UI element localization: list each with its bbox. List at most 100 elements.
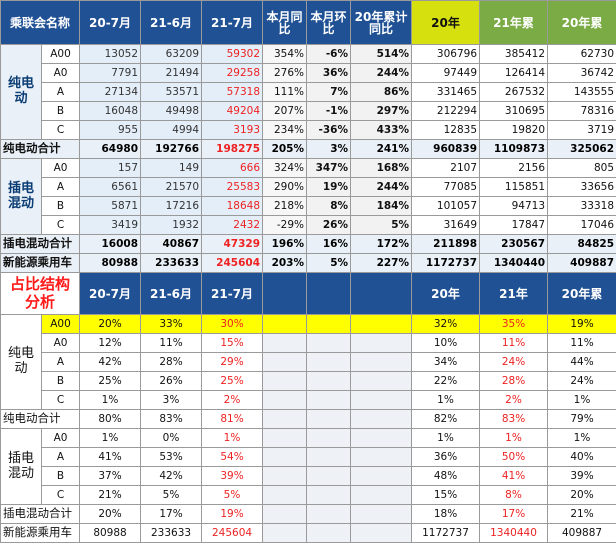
cell: 666 <box>201 158 264 178</box>
bottom-header-row: 占比结构分析 20-7月 21-6月 21-7月 20年 21年 20年累 <box>0 272 616 315</box>
cell: 8% <box>479 485 549 505</box>
cell: 28% <box>140 352 203 372</box>
row-label: 新能源乘用车 <box>0 523 81 543</box>
cell: 16048 <box>79 101 142 121</box>
segment-label: A00 <box>40 314 81 334</box>
header-2020-ytd: 20年累 <box>547 272 616 315</box>
cell: 245604 <box>201 253 264 273</box>
cell: 196% <box>262 234 308 254</box>
cell: 42% <box>79 352 142 372</box>
empty-cell <box>262 523 308 543</box>
cell: 78316 <box>547 101 616 121</box>
empty-cell <box>350 504 413 524</box>
cell: 325062 <box>547 139 616 159</box>
cell: 245604 <box>201 523 264 543</box>
table-row: C 21% 5% 5% 15% 8% 20% <box>1 485 616 505</box>
header-name: 乘联会名称 <box>0 0 81 45</box>
cell: 205% <box>262 139 308 159</box>
table-row: 纯电动 A00 20% 33% 30% 32% 35% 19% <box>0 314 616 410</box>
segment-label: C <box>40 390 81 410</box>
header-blank <box>350 272 413 315</box>
cell: 385412 <box>479 44 549 64</box>
cell: 19% <box>201 504 264 524</box>
segment-label: B <box>40 466 81 486</box>
group-label-pure-ev: 纯电动 <box>0 44 42 140</box>
cell: 3719 <box>547 120 616 140</box>
group-label-phev: 插电混动 <box>0 428 42 505</box>
cell: 324% <box>262 158 308 178</box>
header-mom: 本月环比 <box>306 0 352 45</box>
cell: 32% <box>411 314 481 334</box>
cell: 31649 <box>411 215 481 235</box>
nev-total-row: 新能源乘用车 80988 233633 245604 203% 5% 227% … <box>0 253 616 273</box>
cell: 97449 <box>411 63 481 83</box>
phev-total-row: 插电混动合计 16008 40867 47329 196% 16% 172% 2… <box>0 234 616 254</box>
row-label: 纯电动合计 <box>0 139 81 159</box>
table-row: 纯电动 A00 13052 63209 59302 354% -6% 514% … <box>0 44 616 140</box>
segment-label: A <box>40 82 81 102</box>
cell: 11% <box>479 333 549 353</box>
cell: 207% <box>262 101 308 121</box>
cell: 203% <box>262 253 308 273</box>
table-row: 插电混动 A0 1% 0% 1% 1% 1% 1% <box>0 428 616 505</box>
cell: 21% <box>547 504 616 524</box>
cell: 50% <box>479 447 549 467</box>
table-row: C 1% 3% 2% 1% 2% 1% <box>1 390 616 410</box>
cell: 5% <box>140 485 203 505</box>
cell: 33% <box>140 314 203 334</box>
cell: 5% <box>306 253 352 273</box>
segment-label: A0 <box>40 333 81 353</box>
cell: 290% <box>262 177 308 197</box>
cell: 227% <box>350 253 413 273</box>
share-pure-ev-total-row: 纯电动合计 80% 83% 81% 82% 83% 79% <box>0 409 616 429</box>
cell: 25% <box>79 371 142 391</box>
cell: 49498 <box>140 101 203 121</box>
segment-label: A0 <box>40 428 81 448</box>
cell: 53571 <box>140 82 203 102</box>
cell: 149 <box>140 158 203 178</box>
cell: 1% <box>411 428 481 448</box>
cell: 1932 <box>140 215 203 235</box>
segment-label: C <box>40 485 81 505</box>
cell: 21% <box>79 485 142 505</box>
empty-cell <box>262 352 308 372</box>
cell: 3419 <box>79 215 142 235</box>
header-ytd-yoy: 20年累计同比 <box>350 0 413 45</box>
cell: 33656 <box>547 177 616 197</box>
cell: 111% <box>262 82 308 102</box>
cell: 82% <box>411 409 481 429</box>
table-row: B 37% 42% 39% 48% 41% 39% <box>1 466 616 486</box>
empty-cell <box>262 390 308 410</box>
cell: 26% <box>140 371 203 391</box>
cell: 184% <box>350 196 413 216</box>
header-2020-ytd: 20年累 <box>547 0 616 45</box>
segment-label: C <box>40 215 81 235</box>
cell: 2432 <box>201 215 264 235</box>
cell: 86% <box>350 82 413 102</box>
cell: 1109873 <box>479 139 549 159</box>
cell: 3193 <box>201 120 264 140</box>
cell: 212294 <box>411 101 481 121</box>
cell: 29% <box>201 352 264 372</box>
cell: 24% <box>479 352 549 372</box>
segment-label: B <box>40 371 81 391</box>
cell: 25% <box>201 371 264 391</box>
cell: 21494 <box>140 63 203 83</box>
empty-cell <box>350 333 413 353</box>
cell: 24% <box>547 371 616 391</box>
table-row: A 41% 53% 54% 36% 50% 40% <box>1 447 616 467</box>
cell: 41% <box>79 447 142 467</box>
cell: 28% <box>479 371 549 391</box>
empty-cell <box>262 333 308 353</box>
table-row: B 16048 49498 49204 207% -1% 297% 212294… <box>1 101 616 121</box>
cell: 49204 <box>201 101 264 121</box>
cell: 36742 <box>547 63 616 83</box>
cell: 21570 <box>140 177 203 197</box>
empty-cell <box>262 485 308 505</box>
cell: 267532 <box>479 82 549 102</box>
table-row: 插电混动 A0 157 149 666 324% 347% 168% 2107 … <box>0 158 616 235</box>
empty-cell <box>306 352 352 372</box>
empty-cell <box>306 371 352 391</box>
cell: 2% <box>479 390 549 410</box>
